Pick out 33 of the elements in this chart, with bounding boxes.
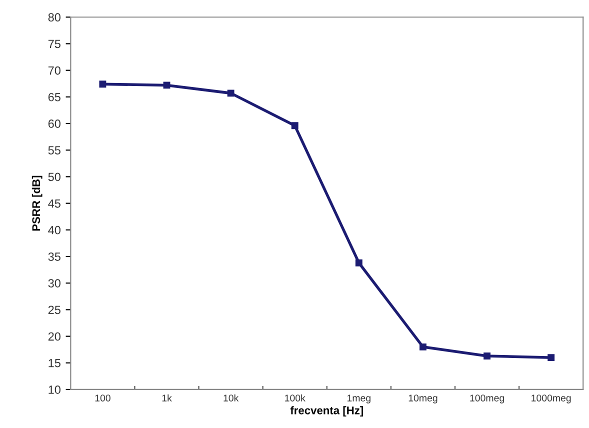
y-tick-label: 75 [48,40,60,48]
y-tick-label: 10 [48,386,60,394]
y-tick-label: 30 [48,279,60,288]
point [227,90,234,97]
y-tick-label: 45 [48,199,60,208]
y-axis-title: PSRR [dB] [32,176,42,231]
x-tick-label: 10k [224,394,239,402]
x-tick-label: 100k [285,394,306,402]
y-tick-label: 40 [48,226,60,234]
y-tick-label: 25 [48,306,60,314]
point [163,82,170,89]
y-tick-label: 35 [48,252,60,261]
point [548,354,555,362]
point [99,80,106,88]
y-tick-label: 15 [48,359,60,368]
point [420,343,426,350]
x-tick-label: 1k [162,394,172,402]
y-tick-label: 20 [48,332,60,341]
x-axis-title: frecventa [Hz] [290,406,364,417]
x-tick-label: 1meg [348,394,370,404]
x-tick-label: 100meg [470,394,504,404]
y-tick-label: 70 [48,66,60,75]
point [355,259,362,266]
point [484,352,490,360]
y-tick-label: 65 [48,92,60,102]
x-tick-label: 1000meg [532,394,571,404]
point [291,122,298,130]
x-tick-label: 100 [95,394,110,402]
x-tick-label: 10meg [408,394,438,404]
y-tick-label: 55 [48,146,60,154]
y-tick-label: 50 [48,172,60,182]
y-tick-label: 80 [48,13,60,22]
y-tick-label: 60 [48,120,60,128]
